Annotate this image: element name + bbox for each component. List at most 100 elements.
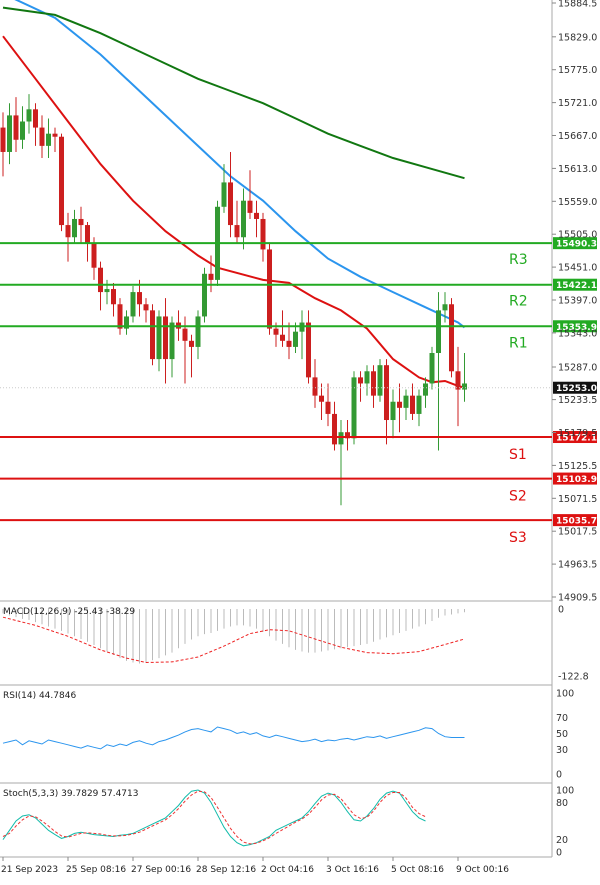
candle-body <box>280 334 285 341</box>
level-tag-r3 <box>553 237 597 250</box>
candle-body <box>260 218 266 250</box>
y-tick-label: 15397.0 <box>558 296 597 307</box>
candle-body <box>358 377 363 384</box>
candle-body <box>423 383 428 396</box>
candle-body <box>117 304 123 329</box>
y-tick-label: 15179.5 <box>558 428 597 439</box>
level-name-label: S3 <box>509 530 527 546</box>
candle-body <box>384 365 389 421</box>
candle-body <box>150 310 155 360</box>
candle-body <box>273 328 279 335</box>
candle-body <box>319 395 324 402</box>
candle-body <box>410 395 415 414</box>
candle-body <box>33 109 38 128</box>
level-name-label: R2 <box>509 294 528 310</box>
level-name-label: S2 <box>509 489 527 505</box>
candle-body <box>247 200 253 213</box>
candle-body <box>377 365 383 396</box>
rsi-y-label: 50 <box>556 729 568 740</box>
candle-body <box>449 304 454 372</box>
level-value-label: 15422.1 <box>556 281 597 291</box>
y-tick-label: 14963.5 <box>558 560 597 571</box>
candle-body <box>0 127 6 152</box>
candle-body <box>156 316 162 360</box>
candle-body <box>65 225 71 238</box>
y-tick-label: 15775.0 <box>558 65 597 76</box>
candle-body <box>104 289 110 293</box>
candle-body <box>78 218 84 226</box>
stoch-k-line <box>2 789 426 847</box>
level-tag-r2 <box>553 278 597 291</box>
candle-body <box>52 133 58 137</box>
level-tag-s3 <box>553 514 597 527</box>
candle-body <box>254 212 259 219</box>
x-tick-label: 25 Sep 08:16 <box>66 865 126 875</box>
y-tick-label: 15613.0 <box>558 164 597 175</box>
y-tick-label: 15071.5 <box>558 494 597 505</box>
level-tag-s2 <box>553 472 597 485</box>
level-value-label: 15035.7 <box>556 517 597 527</box>
level-value-label: 15490.3 <box>556 240 597 250</box>
y-tick-label: 15017.5 <box>558 527 597 538</box>
macd-y-label: -122.8 <box>558 672 589 683</box>
stoch-d-line <box>2 790 426 845</box>
y-tick-label: 15829.0 <box>558 32 597 43</box>
y-tick-label: 15287.0 <box>558 363 597 374</box>
candle-body <box>332 413 337 445</box>
candle-body <box>312 377 318 396</box>
candle-body <box>267 249 272 329</box>
level-value-label: 15172.1 <box>556 434 597 444</box>
candle-body <box>195 316 201 347</box>
rsi-line <box>2 726 465 750</box>
candle-body <box>130 292 136 317</box>
candle-body <box>59 136 64 226</box>
y-tick-label: 15884.5 <box>558 0 597 10</box>
level-value-label: 15353.9 <box>556 323 597 333</box>
x-tick-label: 5 Oct 08:16 <box>391 865 444 875</box>
rsi-y-label: 100 <box>556 689 574 700</box>
candle-body <box>293 331 298 347</box>
candle-body <box>72 218 77 238</box>
x-tick-label: 2 Oct 04:16 <box>261 865 314 875</box>
candle-body <box>26 109 32 122</box>
macd-y-label: 0 <box>558 605 564 616</box>
candle-body <box>390 401 396 421</box>
x-tick-label: 3 Oct 16:16 <box>326 865 379 875</box>
candle-body <box>429 353 435 384</box>
candle-body <box>189 340 194 347</box>
candle-body <box>364 371 370 384</box>
candle-body <box>286 340 292 347</box>
level-name-label: R3 <box>509 252 528 268</box>
candle-body <box>371 371 376 396</box>
candle-body <box>221 182 227 207</box>
candle-body <box>111 289 116 305</box>
candle-body <box>91 243 97 268</box>
level-name-label: S1 <box>509 447 527 463</box>
y-tick-label: 15505.0 <box>558 230 597 241</box>
moving-average-line <box>2 6 465 180</box>
current-price-label: 15253.0 <box>556 384 597 394</box>
candle-body <box>13 115 19 140</box>
x-tick-label: 9 Oct 00:16 <box>456 865 509 875</box>
candle-body <box>143 304 149 311</box>
current-price-tag <box>553 381 597 394</box>
stoch-y-label: 0 <box>556 848 562 859</box>
stoch-y-label: 100 <box>556 786 574 797</box>
rsi-title: RSI(14) 44.7846 <box>3 691 76 701</box>
level-value-label: 15103.9 <box>556 475 597 485</box>
candle-body <box>241 200 246 238</box>
level-tag-r1 <box>553 320 597 333</box>
candle-body <box>7 115 12 152</box>
y-tick-label: 15667.0 <box>558 131 597 142</box>
candle-body <box>182 328 188 341</box>
candle-body <box>163 316 168 360</box>
candle-body <box>169 322 175 360</box>
candle-body <box>416 395 422 414</box>
candle-body <box>306 322 311 378</box>
candle-body <box>351 377 357 439</box>
candle-body <box>442 304 448 311</box>
x-tick-label: 27 Sep 00:16 <box>131 865 191 875</box>
candle-body <box>137 292 142 305</box>
